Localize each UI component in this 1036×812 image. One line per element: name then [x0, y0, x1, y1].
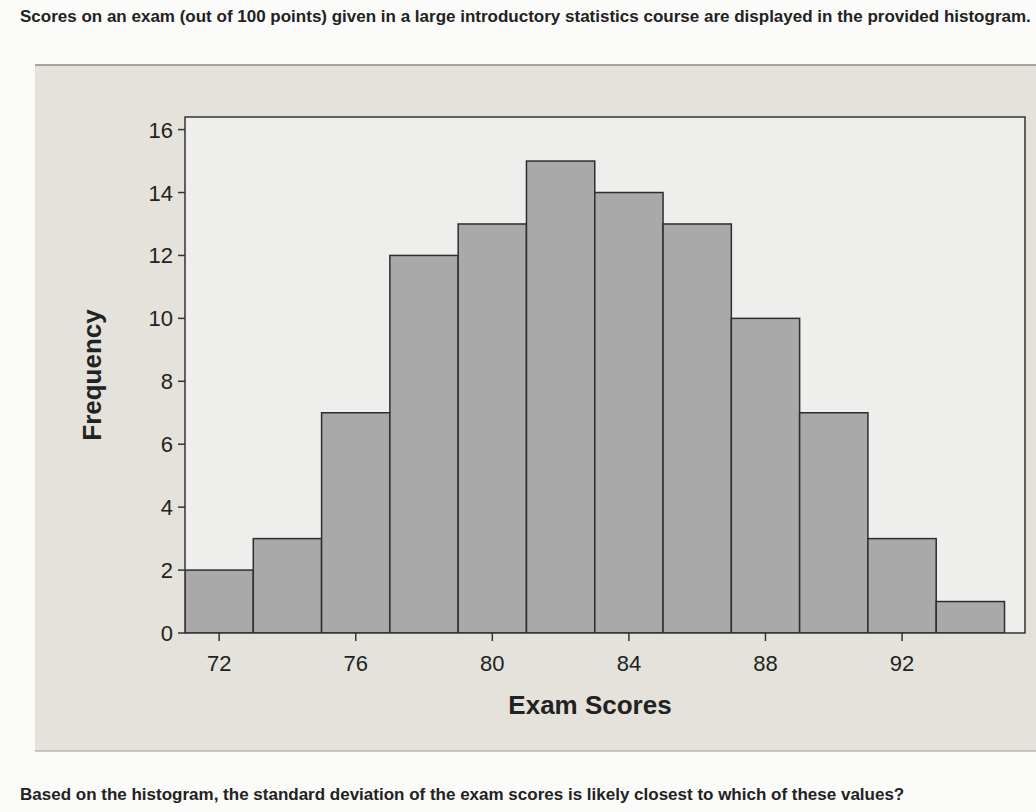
x-tick: [492, 633, 494, 641]
y-tick-label: 12: [149, 243, 173, 268]
y-tick-label: 2: [161, 558, 173, 583]
y-tick-label: 0: [161, 621, 173, 646]
histogram-bar: [936, 602, 1004, 633]
y-tick-label: 8: [161, 369, 173, 394]
question-prompt: Based on the histogram, the standard dev…: [20, 785, 904, 804]
x-tick: [218, 633, 220, 641]
y-tick: [178, 192, 185, 194]
question-text: Scores on an exam (out of 100 points) gi…: [20, 7, 1031, 26]
x-tick-label: 88: [753, 651, 777, 676]
x-tick-label: 92: [890, 651, 914, 676]
y-tick-label: 6: [161, 432, 173, 457]
y-tick: [178, 318, 185, 320]
x-tick: [901, 633, 903, 641]
y-tick-label: 10: [149, 306, 173, 331]
x-tick-label: 80: [480, 651, 504, 676]
y-tick: [178, 506, 185, 508]
histogram-bar: [868, 539, 936, 633]
x-tick-label: 72: [207, 651, 231, 676]
x-tick-label: 76: [343, 651, 367, 676]
histogram-bar: [595, 193, 663, 633]
histogram-bar: [800, 413, 868, 633]
x-tick: [628, 633, 630, 641]
histogram-bar: [731, 318, 799, 633]
histogram-bar: [526, 161, 594, 633]
y-tick: [178, 443, 185, 445]
histogram-bar: [185, 570, 253, 633]
plot-area: [185, 117, 1025, 633]
y-tick-label: 16: [149, 118, 173, 143]
background: [0, 0, 1036, 812]
histogram-bar: [390, 255, 458, 633]
histogram-bar: [322, 413, 390, 633]
page: Scores on an exam (out of 100 points) gi…: [0, 0, 1036, 812]
y-tick: [178, 569, 185, 571]
panel-border: [35, 64, 1036, 66]
x-tick-label: 84: [617, 651, 641, 676]
x-tick: [765, 633, 767, 641]
y-tick: [178, 129, 185, 131]
y-tick-label: 4: [161, 495, 173, 520]
panel-border: [35, 751, 1036, 752]
y-tick: [178, 632, 185, 634]
y-tick: [178, 255, 185, 257]
histogram-bar: [253, 539, 321, 633]
x-axis-label: Exam Scores: [508, 690, 671, 720]
histogram-bar: [458, 224, 526, 633]
plot-frame: [185, 117, 1025, 633]
x-tick: [355, 633, 357, 641]
y-tick-label: 14: [149, 181, 173, 206]
bars: [185, 161, 1005, 633]
y-axis-label: Frequency: [77, 309, 107, 441]
histogram-bar: [663, 224, 731, 633]
y-tick: [178, 381, 185, 383]
panel: [35, 65, 1036, 751]
